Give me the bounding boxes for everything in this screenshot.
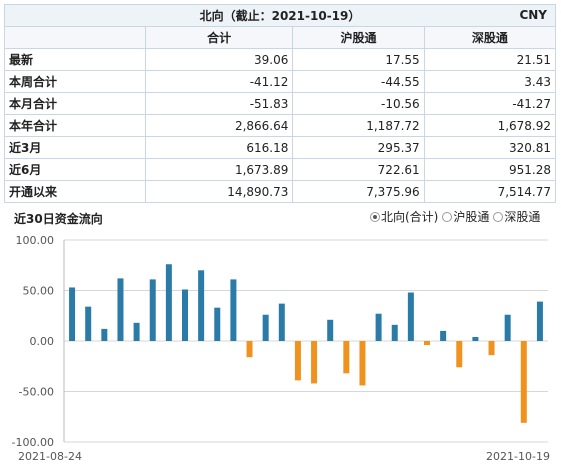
x-start-label: 2021-08-24	[18, 450, 82, 463]
radio-label: 沪股通	[453, 210, 490, 224]
column-header-total: 合计	[144, 26, 294, 49]
table-row: 本月合计 -51.83 -10.56 -41.27	[4, 92, 557, 115]
chart-bar	[520, 341, 527, 423]
table-row: 本年合计 2,866.64 1,187.72 1,678.92	[4, 114, 557, 137]
chart-bar	[311, 341, 318, 384]
radio-northbound-total[interactable]: 北向(合计)	[370, 208, 438, 225]
radio-shanghai-connect[interactable]: 沪股通	[442, 208, 489, 225]
column-header-shenzhen: 深股通	[423, 26, 557, 49]
cell-shanghai: 1,187.72	[292, 114, 425, 137]
row-label: 本年合计	[4, 114, 146, 137]
table-row: 近6月 1,673.89 722.61 951.28	[4, 158, 557, 181]
cell-shenzhen: 951.28	[423, 158, 557, 181]
table-title-row: 北向（截止：2021-10-19） CNY	[4, 4, 556, 27]
row-label: 最新	[4, 48, 146, 71]
radio-label: 深股通	[504, 210, 541, 224]
radio-shenzhen-connect[interactable]: 深股通	[493, 208, 540, 225]
chart-bar	[327, 319, 334, 341]
chart-bar	[488, 341, 495, 356]
cell-total: 14,890.73	[144, 180, 294, 203]
chart-bar	[407, 292, 414, 341]
chart-bar	[294, 341, 301, 381]
chart-bar	[69, 287, 76, 341]
table-row: 最新 39.06 17.55 21.51	[4, 48, 557, 71]
cell-shenzhen: 7,514.77	[423, 180, 557, 203]
chart-bar	[85, 306, 92, 341]
series-selector: 北向(合计) 沪股通 深股通	[370, 208, 540, 225]
chart-bar	[536, 301, 543, 341]
row-label: 本月合计	[4, 92, 146, 115]
chart-bar	[391, 324, 398, 341]
cell-shanghai: 17.55	[292, 48, 425, 71]
radio-label: 北向(合计)	[381, 210, 439, 224]
cell-shenzhen: 1,678.92	[423, 114, 557, 137]
chart-bar	[117, 278, 124, 341]
cell-total: -51.83	[144, 92, 294, 115]
cell-total: -41.12	[144, 70, 294, 93]
chart-bar	[440, 330, 447, 341]
table-title: 北向（截止：2021-10-19）	[199, 9, 361, 23]
y-tick-label: -50.00	[19, 386, 54, 399]
chart-bar	[424, 341, 430, 346]
chart-bar	[214, 307, 221, 341]
chart-bar	[343, 341, 350, 374]
radio-unselected-icon[interactable]	[493, 211, 504, 222]
chart-title: 近30日资金流向	[14, 212, 103, 226]
chart-bar	[262, 314, 269, 341]
cell-total: 1,673.89	[144, 158, 294, 181]
chart-bar	[165, 264, 172, 341]
chart-bar	[278, 303, 285, 341]
chart-bar	[149, 279, 156, 341]
y-tick-label: 100.00	[16, 234, 55, 247]
chart-bar	[101, 328, 108, 341]
cell-shanghai: -44.55	[292, 70, 425, 93]
summary-table: 北向（截止：2021-10-19） CNY 合计 沪股通 深股通 最新 39.0…	[4, 4, 557, 203]
cell-shanghai: 722.61	[292, 158, 425, 181]
cell-total: 2,866.64	[144, 114, 294, 137]
cell-shenzhen: 320.81	[423, 136, 557, 159]
chart-bar	[133, 322, 140, 341]
row-label: 近3月	[4, 136, 146, 159]
column-header-shanghai: 沪股通	[292, 26, 425, 49]
cell-shenzhen: 21.51	[423, 48, 557, 71]
y-tick-label: 50.00	[23, 285, 55, 298]
chart-bar	[182, 289, 188, 341]
y-tick-label: -100.00	[12, 436, 54, 449]
chart-bar	[246, 341, 253, 358]
currency-label: CNY	[519, 8, 547, 22]
cell-shenzhen: -41.27	[423, 92, 557, 115]
table-row: 本周合计 -41.12 -44.55 3.43	[4, 70, 557, 93]
column-header-empty	[4, 26, 146, 49]
row-label: 近6月	[4, 158, 146, 181]
table-row: 开通以来 14,890.73 7,375.96 7,514.77	[4, 180, 557, 203]
chart-bar	[359, 341, 366, 386]
cell-total: 616.18	[144, 136, 294, 159]
cell-shanghai: 295.37	[292, 136, 425, 159]
row-label: 开通以来	[4, 180, 146, 203]
table-row: 近3月 616.18 295.37 320.81	[4, 136, 557, 159]
cell-shanghai: 7,375.96	[292, 180, 425, 203]
y-tick-label: 0.00	[30, 335, 55, 348]
x-end-label: 2021-10-19	[486, 450, 550, 463]
chart-bar	[472, 336, 479, 341]
chart-bar	[375, 313, 382, 341]
chart-bar	[504, 314, 511, 341]
cell-total: 39.06	[144, 48, 294, 71]
row-label: 本周合计	[4, 70, 146, 93]
cell-shenzhen: 3.43	[423, 70, 557, 93]
chart-bar	[230, 279, 237, 341]
cell-shanghai: -10.56	[292, 92, 425, 115]
column-header-row: 合计 沪股通 深股通	[4, 26, 557, 49]
chart-bar	[198, 270, 205, 341]
chart-bar	[456, 341, 463, 368]
radio-selected-icon[interactable]	[370, 211, 380, 222]
radio-unselected-icon[interactable]	[442, 211, 453, 222]
